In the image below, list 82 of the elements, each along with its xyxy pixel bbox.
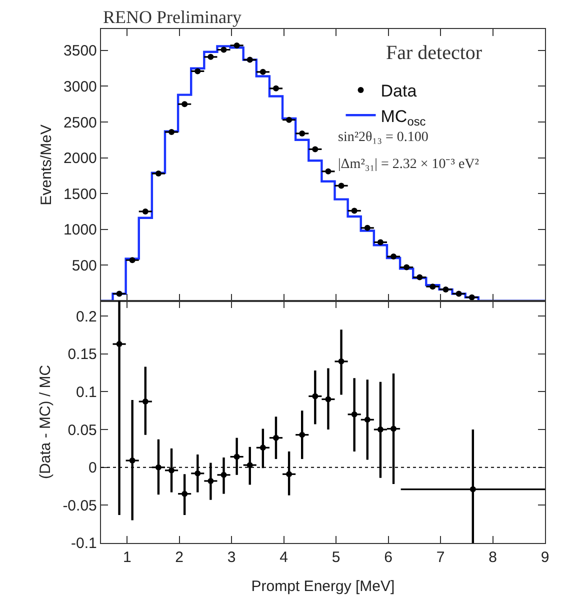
- point: [260, 68, 266, 75]
- point: [286, 471, 292, 478]
- y-tick-label: 2000: [64, 150, 97, 168]
- point: [168, 129, 175, 136]
- point: [470, 486, 476, 492]
- point: [182, 101, 188, 108]
- point: [129, 458, 136, 464]
- x-tick-label: 8: [488, 549, 497, 566]
- y-tick-label: 1000: [64, 222, 97, 239]
- point: [246, 462, 253, 468]
- point: [325, 396, 332, 402]
- point: [299, 130, 306, 136]
- y-tick-label: -0.05: [62, 497, 97, 514]
- annotation: Far detector: [386, 42, 482, 64]
- point: [272, 434, 279, 441]
- point: [390, 426, 397, 432]
- y-tick-label: 3000: [64, 78, 97, 96]
- y-tick-label: 0.15: [68, 346, 97, 364]
- point: [351, 208, 358, 214]
- point: [208, 54, 214, 60]
- x-tick-label: 2: [175, 549, 184, 566]
- point: [338, 182, 344, 189]
- y-tick-label: 1500: [64, 186, 97, 203]
- point: [260, 444, 266, 451]
- point: [194, 470, 201, 476]
- point: [220, 472, 227, 478]
- legend-label: Data: [380, 82, 418, 101]
- point: [338, 358, 344, 364]
- chart-title: RENO Preliminary: [103, 7, 242, 27]
- point: [116, 341, 122, 348]
- point: [168, 467, 175, 474]
- point: [377, 239, 384, 246]
- point: [220, 46, 227, 53]
- point: [404, 264, 410, 270]
- y-tick-label: 0: [88, 460, 97, 477]
- point: [234, 42, 240, 48]
- y-tick-label: 2500: [64, 114, 97, 132]
- point: [155, 170, 162, 177]
- y-axis-title: Events/MeV: [38, 124, 55, 206]
- point: [194, 68, 201, 74]
- y-tick-label: 0.2: [76, 308, 97, 326]
- y-tick-label: -0.1: [71, 535, 97, 552]
- point: [129, 257, 136, 264]
- point: [364, 224, 370, 231]
- point: [364, 416, 370, 423]
- point: [456, 290, 462, 297]
- point: [116, 290, 122, 297]
- point: [208, 478, 214, 484]
- x-tick-label: 7: [436, 549, 445, 566]
- x-tick-label: 3: [227, 549, 236, 566]
- point: [377, 426, 384, 433]
- point: [234, 454, 240, 460]
- y-tick-label: 0.05: [68, 422, 97, 439]
- point: [246, 56, 253, 63]
- x-tick-label: 9: [540, 549, 550, 566]
- x-axis-title: Prompt Energy [MeV]: [251, 578, 395, 596]
- legend-label: MC$_{osc}$: [380, 106, 426, 128]
- point: [272, 85, 279, 92]
- point: [430, 284, 436, 290]
- y-tick-label: 0.1: [76, 384, 97, 401]
- point: [312, 146, 318, 152]
- point: [416, 274, 423, 280]
- point: [390, 254, 397, 260]
- y-tick-label: 3500: [64, 42, 97, 60]
- x-tick-label: 5: [332, 549, 340, 566]
- point: [142, 208, 148, 214]
- point: [182, 490, 188, 497]
- point: [468, 294, 475, 300]
- x-tick-label: 6: [384, 549, 392, 566]
- point: [325, 168, 332, 174]
- point: [442, 286, 449, 292]
- point: [312, 393, 318, 400]
- point: [142, 398, 148, 405]
- annotation: sin²2θ₁₃ = 0.100: [338, 130, 428, 145]
- x-tick-label: 1: [122, 549, 132, 566]
- point: [351, 411, 358, 418]
- x-tick-label: 4: [280, 549, 288, 566]
- annotation: |Δm²₃₁| = 2.32 × 10⁻³ eV²: [338, 157, 479, 172]
- point: [286, 116, 292, 123]
- y-tick-label: 500: [72, 257, 97, 274]
- y-axis-title: (Data - MC) / MC: [36, 364, 54, 480]
- point: [299, 432, 306, 438]
